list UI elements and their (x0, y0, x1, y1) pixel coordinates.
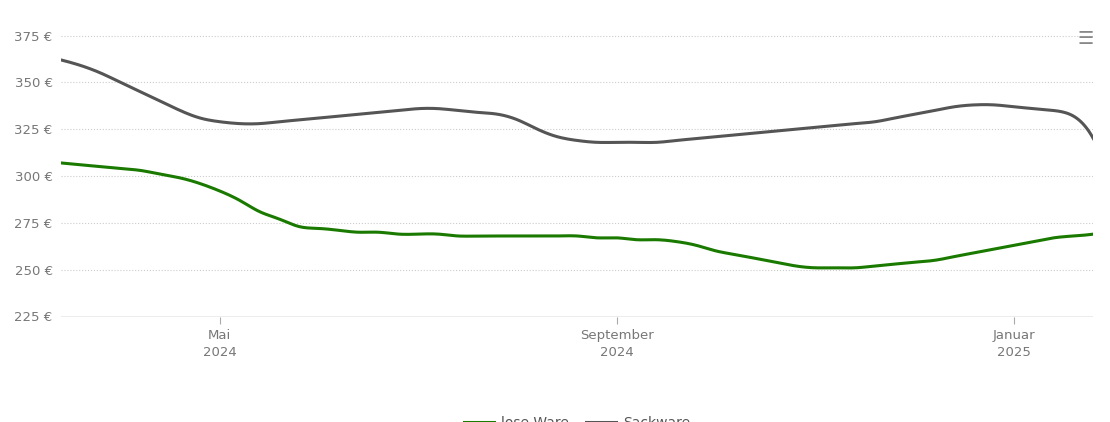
Text: ☰: ☰ (1077, 30, 1093, 48)
Legend: lose Ware, Sackware: lose Ware, Sackware (458, 410, 696, 422)
